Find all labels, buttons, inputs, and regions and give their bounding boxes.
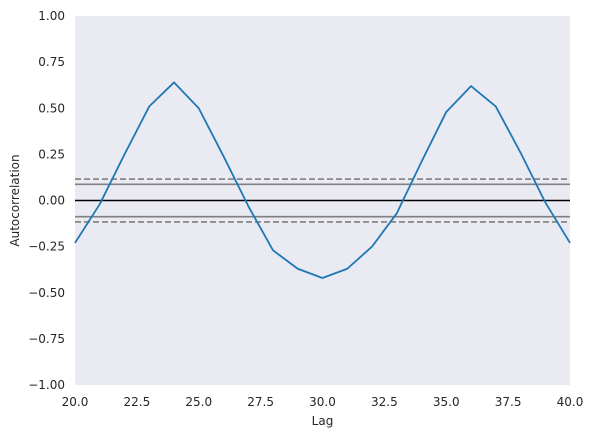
x-tick-label: 37.5	[495, 395, 522, 409]
x-axis-ticks: 20.0 22.5 25.0 27.5 30.0 32.5 35.0 37.5 40.0	[62, 395, 584, 409]
y-tick-label: −0.50	[28, 286, 65, 300]
x-tick-label: 25.0	[185, 395, 212, 409]
y-axis-ticks: 1.00 0.75 0.50 0.25 0.00 −0.25 −0.50 −0.75 −1.00	[28, 9, 65, 392]
y-tick-label: 0.25	[38, 147, 65, 161]
x-tick-label: 35.0	[433, 395, 460, 409]
y-tick-label: −0.75	[28, 332, 65, 346]
y-tick-label: −1.00	[28, 378, 65, 392]
y-tick-label: 1.00	[38, 9, 65, 23]
y-tick-label: 0.75	[38, 55, 65, 69]
y-tick-label: −0.25	[28, 240, 65, 254]
y-tick-label: 0.50	[38, 101, 65, 115]
x-tick-label: 27.5	[247, 395, 274, 409]
x-tick-label: 22.5	[124, 395, 151, 409]
x-tick-label: 30.0	[309, 395, 336, 409]
y-tick-label: 0.00	[38, 194, 65, 208]
x-tick-label: 40.0	[557, 395, 584, 409]
x-tick-label: 20.0	[62, 395, 89, 409]
x-axis-label: Lag	[312, 414, 334, 428]
y-axis-label: Autocorrelation	[8, 154, 22, 246]
x-tick-label: 32.5	[371, 395, 398, 409]
